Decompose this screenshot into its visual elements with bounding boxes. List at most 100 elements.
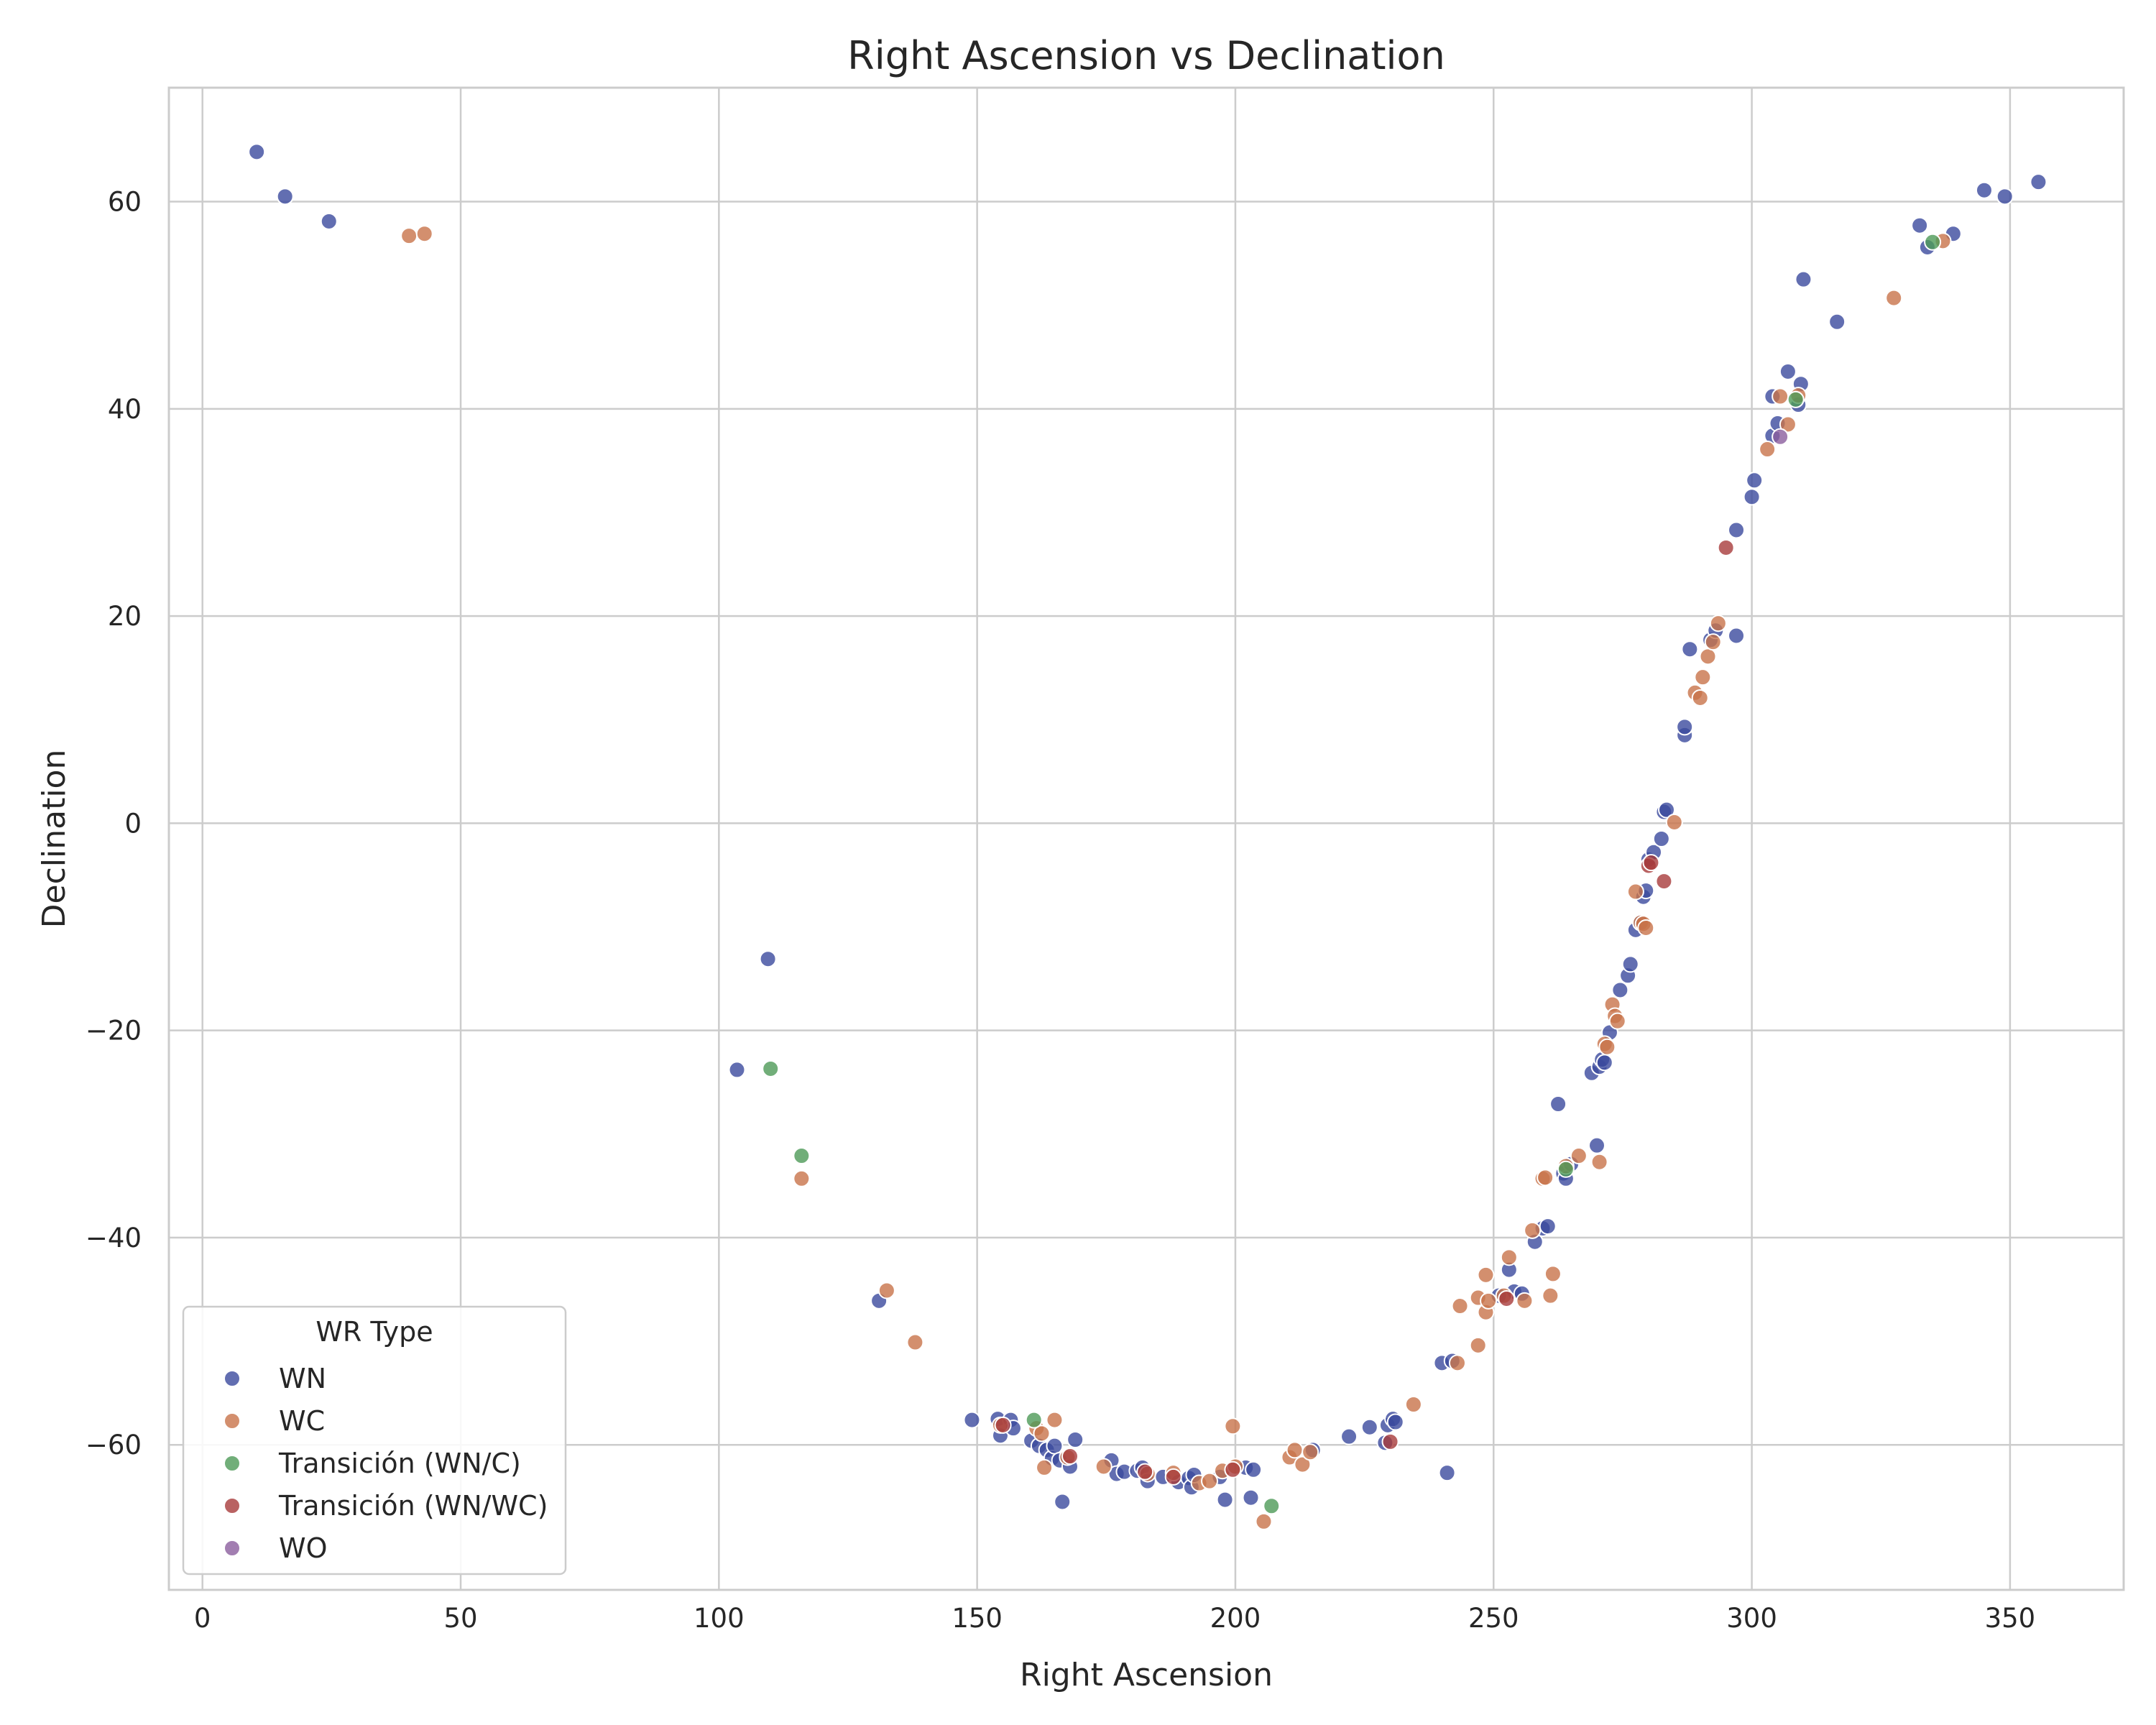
- data-point: [320, 212, 338, 230]
- plot-area-frame: [167, 86, 2125, 1591]
- data-point: [1691, 689, 1709, 707]
- data-point: [415, 225, 433, 243]
- series-4: [1772, 428, 1789, 446]
- y-tick-label: 40: [108, 394, 142, 425]
- data-point: [1263, 1497, 1281, 1515]
- data-point: [1054, 1493, 1072, 1511]
- data-point: [1787, 390, 1805, 408]
- data-point: [1046, 1437, 1064, 1455]
- data-point: [1570, 1147, 1588, 1165]
- data-point: [1590, 1153, 1608, 1171]
- data-point: [1828, 313, 1846, 331]
- data-point: [1611, 981, 1629, 999]
- legend-label: WO: [279, 1532, 327, 1564]
- data-point: [1524, 1221, 1542, 1239]
- data-point: [1642, 854, 1660, 872]
- data-point: [1557, 1160, 1575, 1178]
- data-point: [1381, 1432, 1399, 1450]
- data-point: [1286, 1441, 1304, 1459]
- data-point: [276, 188, 294, 206]
- series-3: [994, 538, 1735, 1486]
- data-point: [1676, 718, 1694, 736]
- data-point: [1255, 1512, 1273, 1530]
- data-point: [793, 1169, 811, 1187]
- data-point: [1033, 1425, 1051, 1443]
- data-point: [1885, 289, 1903, 307]
- data-point: [1136, 1463, 1154, 1481]
- data-point: [1451, 1297, 1469, 1315]
- data-point: [728, 1061, 746, 1079]
- data-point: [1438, 1464, 1456, 1482]
- data-point: [1537, 1169, 1554, 1187]
- legend-label: Transición (WN/WC): [278, 1490, 548, 1522]
- data-point: [1036, 1458, 1054, 1476]
- data-point: [1224, 1417, 1242, 1435]
- data-points: [248, 143, 2047, 1530]
- legend-box: [182, 1305, 567, 1576]
- data-point: [1728, 521, 1746, 539]
- data-point: [1500, 1248, 1518, 1266]
- x-axis-label: Right Ascension: [1020, 1657, 1273, 1693]
- x-tick-label: 350: [1985, 1603, 2036, 1634]
- x-tick-labels: 0 50 100 150 200 250 300 350: [194, 1603, 2035, 1634]
- y-tick-label: 20: [108, 601, 142, 632]
- legend-items: WN WC Transición (WN/C) Transición (WN/WC) W…: [224, 1363, 548, 1564]
- data-point: [1549, 1095, 1567, 1113]
- data-point: [1516, 1292, 1534, 1310]
- data-point: [1772, 387, 1789, 405]
- data-point: [1911, 216, 1929, 234]
- data-point: [906, 1333, 924, 1351]
- data-point: [1067, 1431, 1084, 1448]
- data-point: [1340, 1427, 1358, 1445]
- legend: WR Type WN WC Transición (WN/C) Transición …: [182, 1305, 567, 1576]
- data-point: [1665, 813, 1683, 831]
- data-point: [762, 1059, 780, 1077]
- y-tick-label: −60: [86, 1430, 142, 1460]
- y-tick-label: −20: [86, 1016, 142, 1046]
- legend-label: WN: [279, 1363, 326, 1394]
- x-tick-label: 200: [1210, 1603, 1261, 1634]
- data-point: [1598, 1038, 1616, 1056]
- data-point: [1164, 1468, 1182, 1486]
- data-point: [1216, 1491, 1234, 1509]
- data-point: [1759, 441, 1777, 459]
- legend-marker: [224, 1455, 241, 1472]
- data-point: [793, 1147, 811, 1165]
- data-point: [400, 227, 418, 245]
- legend-label: WC: [279, 1405, 325, 1437]
- data-point: [1061, 1448, 1079, 1466]
- y-tick-label: 60: [108, 187, 142, 218]
- x-tick-label: 150: [952, 1603, 1003, 1634]
- data-point: [1539, 1218, 1557, 1236]
- y-tick-labels: −60 −40 −20 0 20 40 60: [86, 187, 142, 1461]
- data-point: [1772, 428, 1789, 446]
- data-point: [1201, 1472, 1219, 1490]
- data-point: [1681, 640, 1699, 658]
- data-point: [1608, 1012, 1626, 1030]
- data-point: [963, 1411, 981, 1429]
- data-point: [1996, 188, 2014, 206]
- data-point: [1779, 415, 1797, 433]
- data-point: [1655, 873, 1673, 891]
- data-point: [1779, 362, 1797, 380]
- data-point: [1386, 1413, 1404, 1431]
- legend-label: Transición (WN/C): [278, 1448, 521, 1479]
- legend-marker: [224, 1540, 241, 1557]
- legend-marker: [224, 1497, 241, 1514]
- y-tick-label: 0: [124, 808, 142, 839]
- data-point: [1717, 538, 1735, 556]
- data-point: [1498, 1289, 1516, 1307]
- data-point: [1924, 233, 1942, 251]
- data-point: [1795, 270, 1812, 288]
- data-point: [759, 950, 777, 968]
- x-tick-label: 50: [443, 1603, 477, 1634]
- data-point: [1025, 1411, 1043, 1429]
- data-point: [1694, 668, 1712, 686]
- data-point: [1637, 919, 1655, 937]
- legend-marker: [224, 1370, 241, 1387]
- legend-title: WR Type: [315, 1316, 433, 1348]
- data-point: [1728, 627, 1746, 645]
- data-point: [1699, 648, 1717, 666]
- data-point: [1595, 1054, 1613, 1072]
